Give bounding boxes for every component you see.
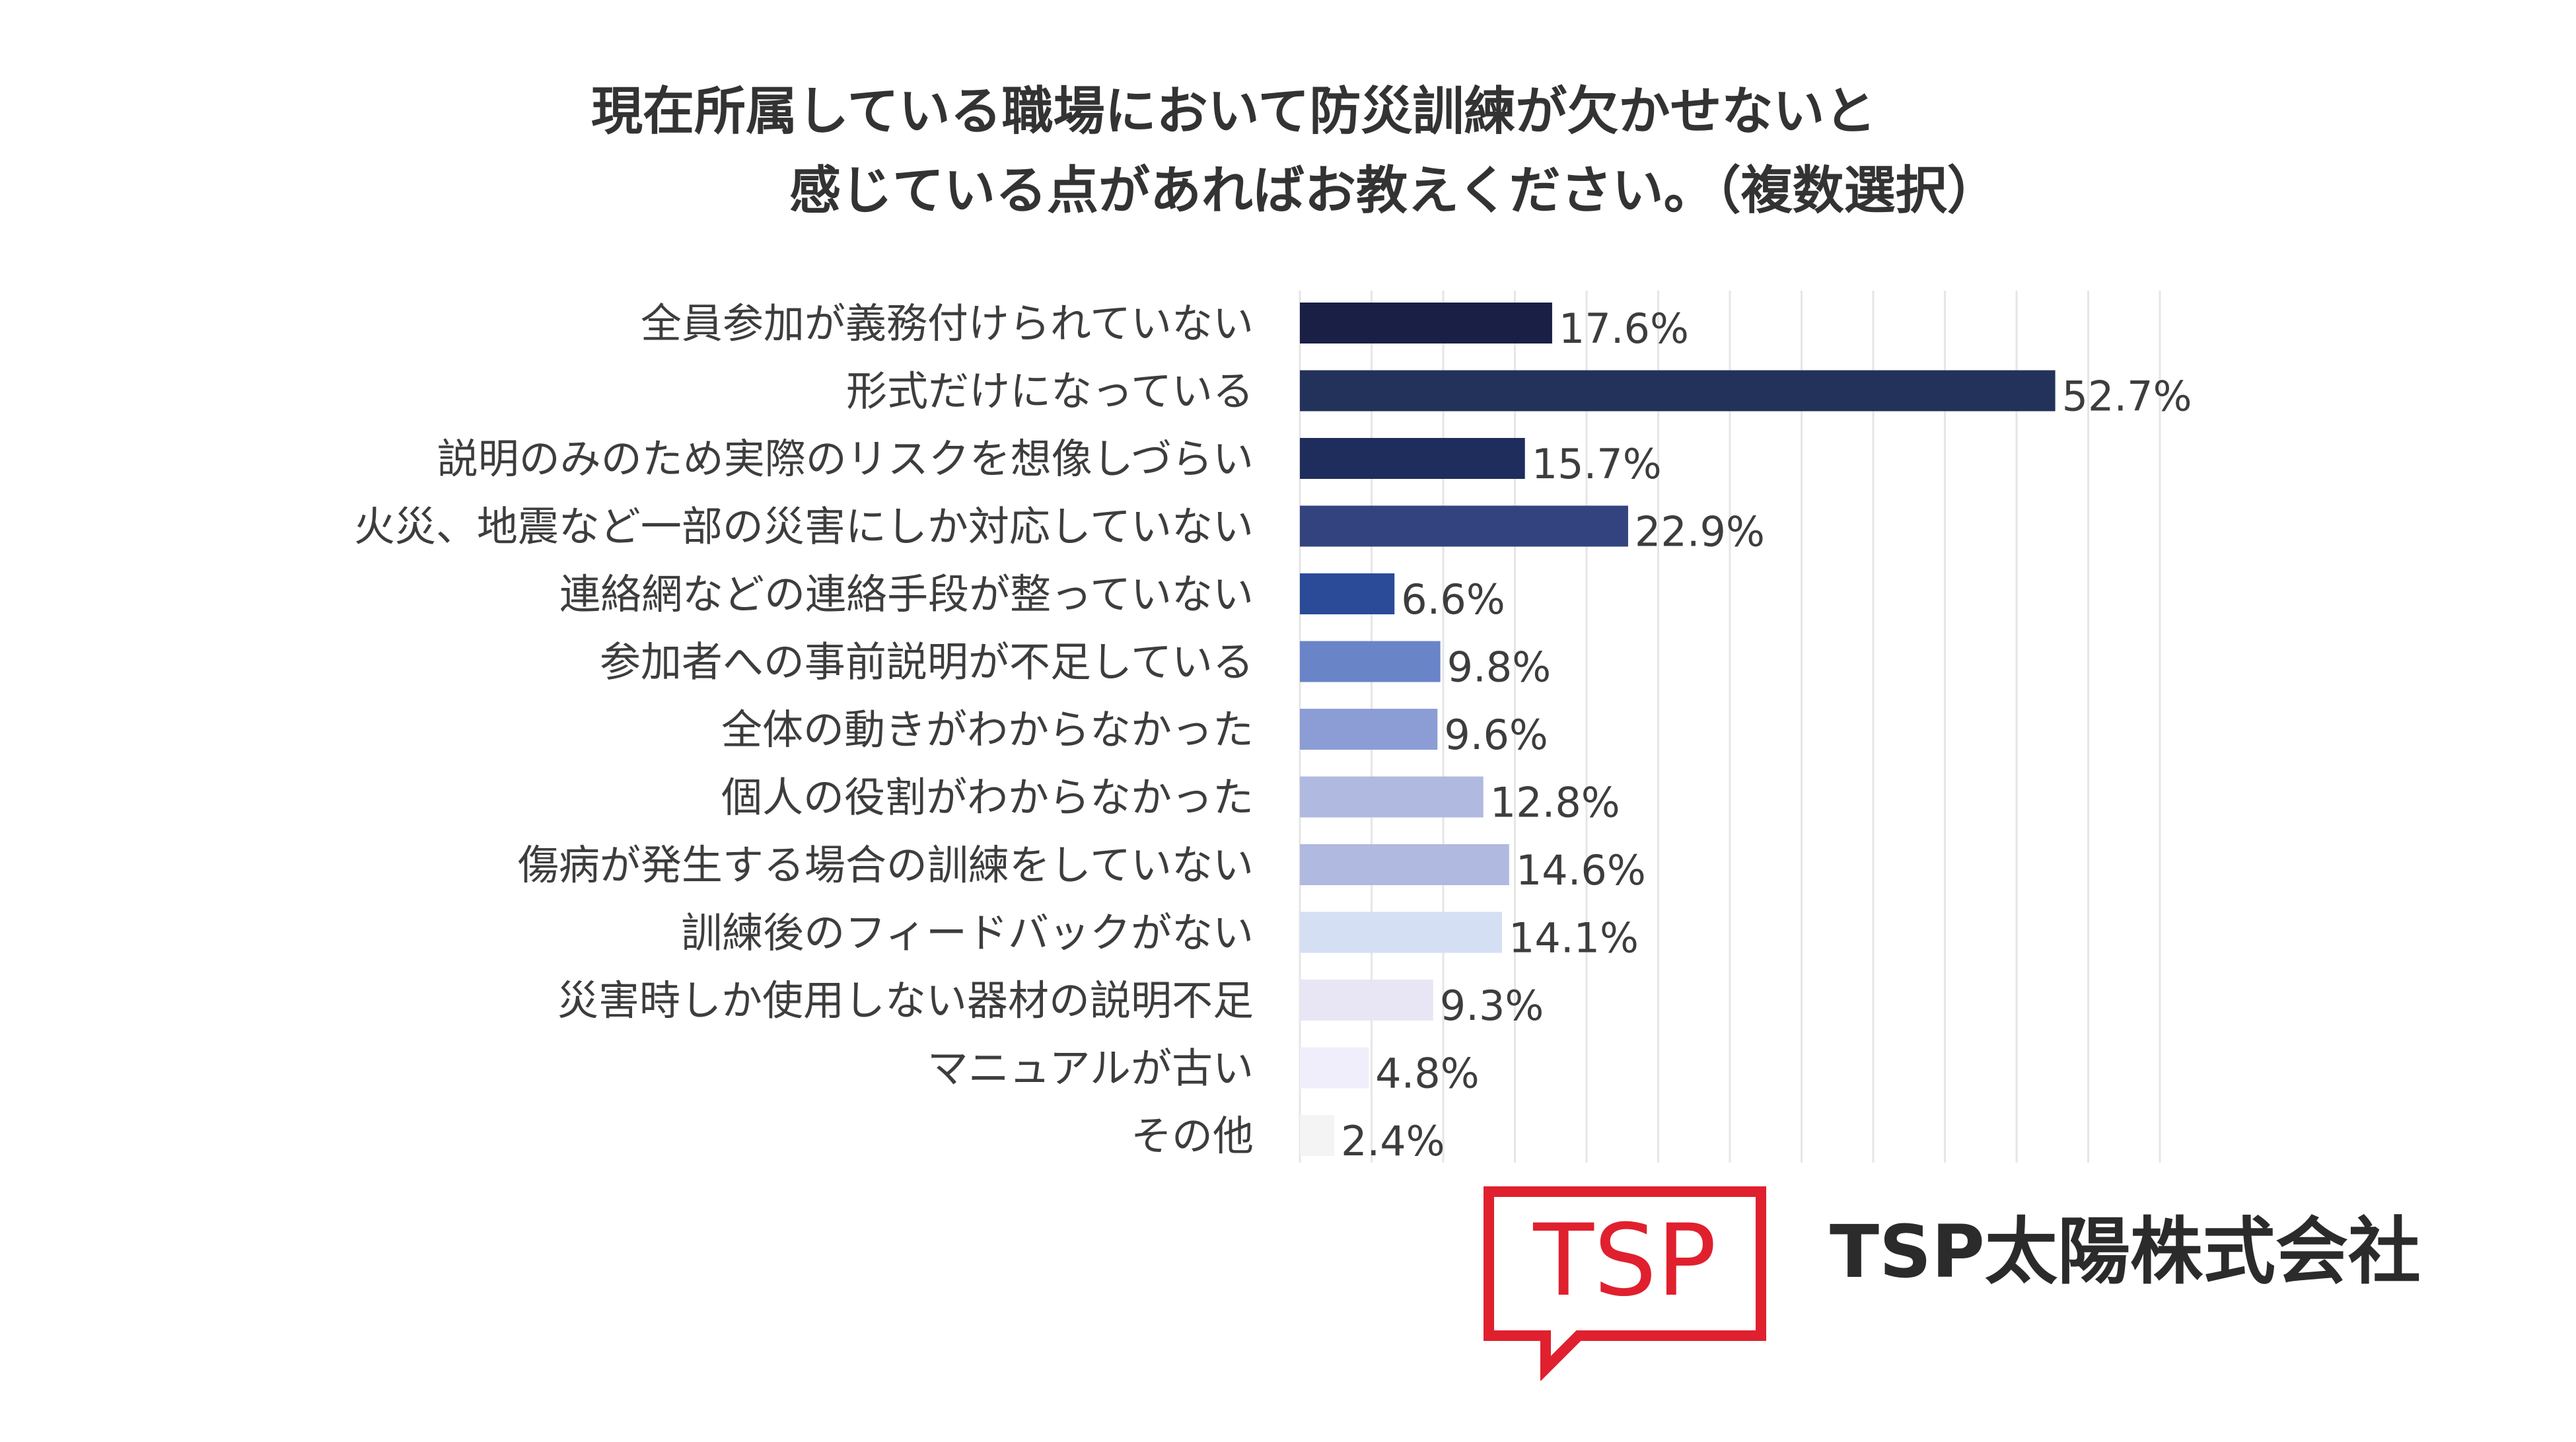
company-name: TSP太陽株式会社 [1830, 1209, 2421, 1294]
category-label: 形式だけになっている [846, 367, 1254, 415]
gridlines [1299, 291, 2161, 1163]
bar [1300, 776, 1484, 818]
value-label: 6.6% [1401, 575, 1505, 624]
value-label: 52.7% [2062, 373, 2192, 421]
value-label: 22.9% [1635, 508, 1765, 556]
bar [1300, 912, 1502, 953]
bar [1300, 844, 1509, 885]
value-label: 4.8% [1375, 1050, 1480, 1098]
category-label: 全体の動きがわからなかった [721, 705, 1254, 754]
bar [1300, 438, 1525, 479]
value-label: 9.8% [1447, 643, 1552, 692]
value-label: 12.8% [1490, 779, 1620, 827]
value-label: 2.4% [1341, 1117, 1445, 1165]
bar [1300, 709, 1438, 750]
bar [1300, 505, 1628, 547]
logo-text: TSP [1532, 1204, 1716, 1318]
category-label: 全員参加が義務付けられていない [641, 299, 1254, 347]
bar [1300, 370, 2056, 412]
value-label: 17.6% [1559, 305, 1689, 353]
category-label: 参加者への事前説明が不足している [600, 638, 1254, 686]
bar [1300, 1047, 1369, 1089]
category-label: 個人の役割がわからなかった [721, 774, 1254, 822]
category-label: 傷病が発生する場合の訓練をしていない [518, 841, 1254, 889]
category-label: 災害時しか使用しない器材の説明不足 [557, 976, 1254, 1025]
bar [1300, 980, 1433, 1021]
category-label: その他 [1131, 1112, 1254, 1160]
value-label: 9.3% [1440, 982, 1544, 1030]
chart-title-line-2: 感じている点があればお教えください。（複数選択） [789, 161, 1999, 221]
value-label: 15.7% [1532, 440, 1662, 488]
category-label: 訓練後のフィードバックがない [681, 909, 1254, 957]
bar [1300, 303, 1552, 343]
category-label: マニュアルが古い [927, 1044, 1254, 1093]
value-labels: 17.6% 52.7% 15.7% 22.9% 6.6% 9.8% 9.6% 12.8% 14.… [1341, 305, 2192, 1165]
category-label: 火災、地震など一部の災害にしか対応していない [354, 503, 1254, 551]
speech-bubble-frame [1484, 1186, 1766, 1381]
tsp-logo: TSP [1484, 1186, 1766, 1381]
chart-title-line-1: 現在所属している職場において防災訓練が欠かせないと [591, 82, 1877, 141]
bars [1300, 303, 2056, 1156]
bar [1300, 573, 1395, 614]
value-label: 14.1% [1509, 914, 1639, 962]
value-label: 14.6% [1516, 846, 1646, 894]
category-label: 説明のみのため実際のリスクを想像しづらい [437, 435, 1254, 483]
value-label: 9.6% [1444, 711, 1548, 759]
category-label: 連絡網などの連絡手段が整っていない [559, 570, 1254, 618]
category-labels: 全員参加が義務付けられていない形式だけになっている説明のみのため実際のリスクを想… [354, 299, 1254, 1160]
bar [1300, 1115, 1335, 1156]
bar [1300, 641, 1441, 682]
